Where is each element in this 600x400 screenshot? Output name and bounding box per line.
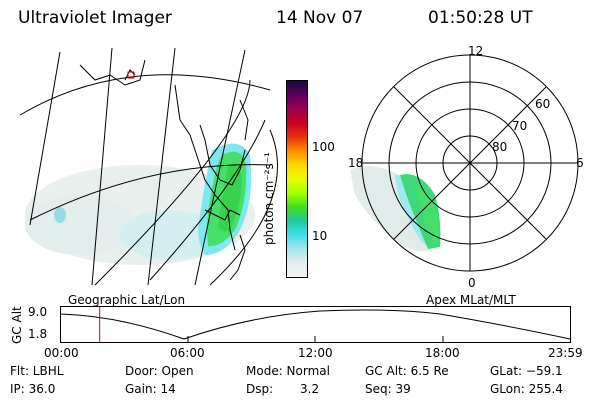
mlat-label-60: 60 [535,97,551,111]
alt-xtick-2359: 23:59 [548,346,583,360]
geo-subsatellite-marker [127,71,135,79]
alt-ytick-1-8: 1.8 [28,327,48,341]
geo-background-emission [25,165,255,265]
mlt-label-18: 18 [348,156,364,170]
mlt-label-6: 6 [576,156,584,170]
info-glat: GLat: −59.1 [490,364,563,378]
geographic-map-panel [19,47,278,286]
colorbar [286,80,308,278]
info-glon: GLon: 255.4 [490,382,563,396]
geo-panel-caption: Geographic Lat/Lon [68,293,186,307]
geo-grid-lines [19,47,278,286]
polar-panel-caption: Apex MLat/MLT [426,293,516,307]
instrument-title: Ultraviolet Imager [18,8,172,28]
colorbar-tick-10: 10 [312,229,328,243]
mlat-label-70: 70 [512,119,528,133]
info-mode: Mode: Normal [246,364,330,378]
colorbar-unit-label: photon cm⁻²s⁻¹ [262,152,276,245]
mlt-label-0: 0 [468,276,476,290]
info-seq: Seq: 39 [365,382,411,396]
info-gc-alt: GC Alt: 6.5 Re [365,364,449,378]
alt-xtick-0600: 06:00 [170,346,205,360]
info-flt: Flt: LBHL [10,364,64,378]
info-dsp-value: 3.2 [300,382,320,396]
altitude-curve [60,309,571,340]
alt-plot-ylabel: GC Alt [10,306,24,344]
polar-mlt-panel [350,54,579,272]
alt-xtick-1200: 12:00 [298,346,333,360]
geo-coastlines [79,59,249,281]
info-dsp-label: Dsp: [246,382,274,396]
mlt-label-12: 12 [468,44,484,58]
info-door: Door: Open [125,364,194,378]
altitude-track-plot [60,306,571,343]
mlat-label-80: 80 [492,140,508,154]
colorbar-tick-100: 100 [312,140,335,154]
observation-date: 14 Nov 07 [276,8,364,28]
alt-ytick-9: 9.0 [28,305,48,319]
observation-time: 01:50:28 UT [428,8,533,28]
alt-xtick-1800: 18:00 [425,346,460,360]
info-ip: IP: 36.0 [10,382,56,396]
polar-grid [361,54,579,272]
polar-auroral-emission [350,166,441,252]
alt-xtick-0000: 00:00 [44,346,79,360]
info-gain: Gain: 14 [125,382,176,396]
colorbar-gradient [287,81,307,277]
